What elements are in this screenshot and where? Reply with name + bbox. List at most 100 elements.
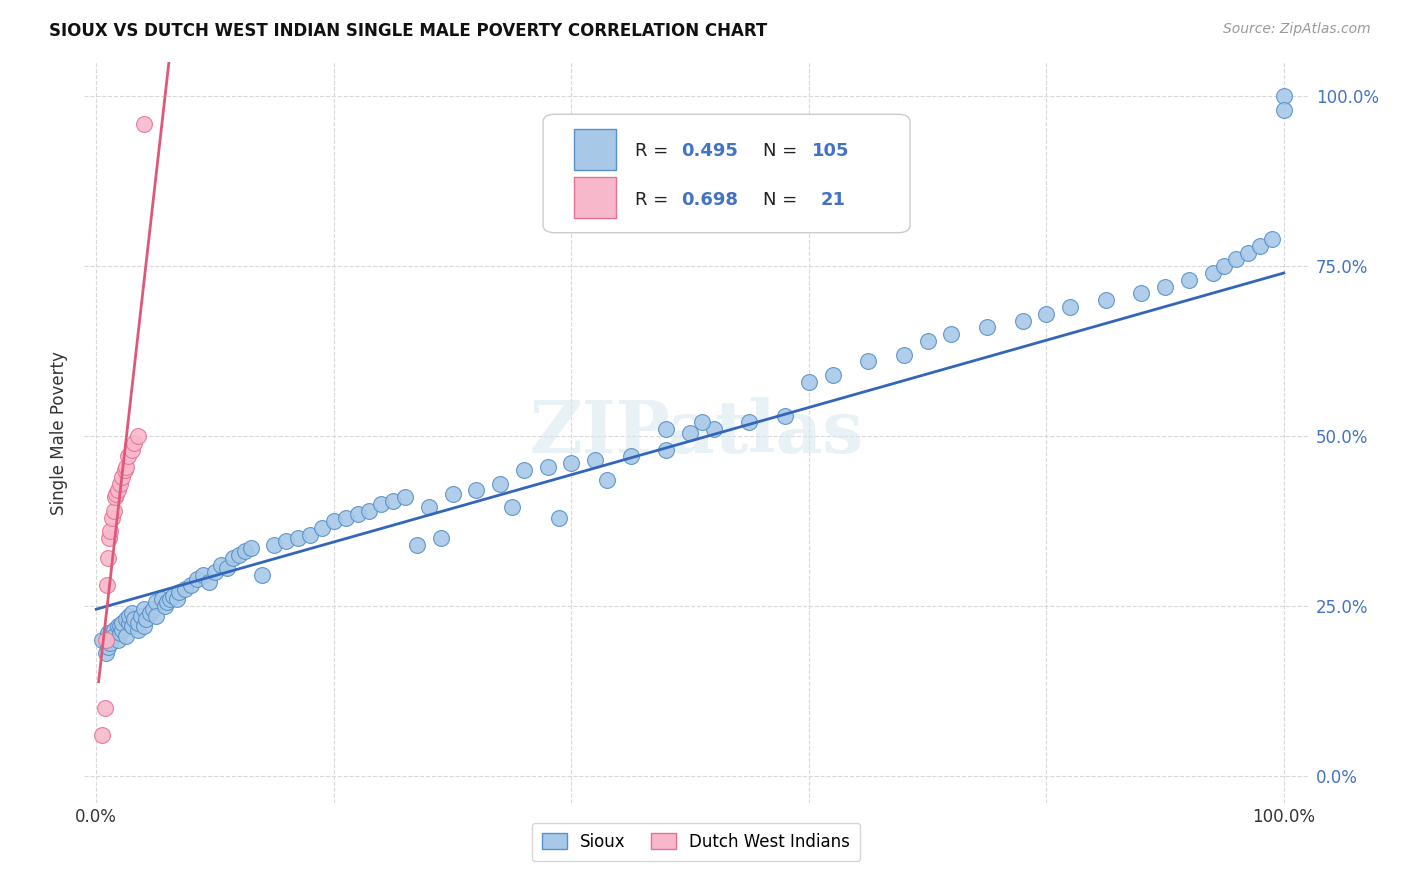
- Point: [917, 334, 939, 348]
- Bar: [574, 129, 616, 169]
- Point: [108, 619, 131, 633]
- Point: [103, 504, 125, 518]
- Text: Source: ZipAtlas.com: Source: ZipAtlas.com: [1223, 22, 1371, 37]
- Point: [1130, 286, 1153, 301]
- Point: [1272, 103, 1295, 117]
- Text: SIOUX VS DUTCH WEST INDIAN SINGLE MALE POVERTY CORRELATION CHART: SIOUX VS DUTCH WEST INDIAN SINGLE MALE P…: [49, 22, 768, 40]
- Point: [276, 534, 298, 549]
- Point: [441, 487, 464, 501]
- Point: [394, 490, 416, 504]
- Point: [359, 504, 381, 518]
- Point: [132, 602, 155, 616]
- Point: [501, 500, 523, 515]
- Point: [287, 531, 309, 545]
- Point: [97, 626, 120, 640]
- Text: 21: 21: [821, 191, 846, 209]
- Point: [114, 463, 136, 477]
- Point: [703, 422, 725, 436]
- Point: [560, 456, 582, 470]
- Text: N =: N =: [763, 142, 803, 160]
- Point: [583, 452, 606, 467]
- Point: [127, 623, 149, 637]
- Point: [135, 612, 157, 626]
- Point: [145, 609, 167, 624]
- Point: [115, 629, 138, 643]
- Point: [169, 585, 191, 599]
- Point: [107, 619, 129, 633]
- Text: N =: N =: [763, 191, 803, 209]
- Point: [121, 606, 143, 620]
- Point: [976, 320, 998, 334]
- Bar: [574, 178, 616, 218]
- Point: [620, 450, 643, 464]
- Point: [655, 442, 678, 457]
- Point: [941, 327, 963, 342]
- Text: 105: 105: [813, 142, 849, 160]
- Point: [174, 582, 197, 596]
- Point: [191, 568, 214, 582]
- Point: [100, 524, 122, 538]
- Point: [655, 422, 678, 436]
- Point: [186, 572, 208, 586]
- Point: [127, 429, 149, 443]
- Point: [111, 469, 134, 483]
- Point: [346, 507, 368, 521]
- Point: [1094, 293, 1116, 308]
- Text: R =: R =: [636, 191, 673, 209]
- Point: [118, 609, 141, 624]
- Point: [166, 592, 188, 607]
- Point: [1249, 239, 1271, 253]
- Point: [107, 632, 129, 647]
- Point: [204, 565, 226, 579]
- Text: ZIPatlas: ZIPatlas: [529, 397, 863, 468]
- Point: [263, 538, 285, 552]
- Point: [536, 459, 558, 474]
- Point: [311, 521, 333, 535]
- Point: [298, 527, 321, 541]
- Point: [322, 514, 344, 528]
- Point: [222, 551, 245, 566]
- Point: [93, 700, 115, 714]
- Point: [513, 463, 536, 477]
- Point: [150, 592, 173, 607]
- Point: [180, 578, 202, 592]
- Point: [679, 425, 702, 440]
- Point: [162, 589, 184, 603]
- Point: [94, 632, 117, 647]
- Point: [159, 592, 181, 607]
- Point: [893, 347, 915, 361]
- Point: [94, 646, 117, 660]
- Point: [1225, 252, 1247, 267]
- Point: [1213, 259, 1236, 273]
- Text: 0.698: 0.698: [682, 191, 738, 209]
- Point: [105, 487, 128, 501]
- Point: [100, 510, 122, 524]
- Text: R =: R =: [636, 142, 673, 160]
- Point: [1059, 300, 1081, 314]
- Point: [690, 416, 713, 430]
- Point: [118, 615, 141, 630]
- Point: [131, 609, 153, 624]
- Point: [111, 615, 134, 630]
- Point: [209, 558, 232, 572]
- Point: [103, 629, 125, 643]
- Point: [1272, 89, 1295, 103]
- Point: [370, 497, 392, 511]
- Point: [1237, 245, 1260, 260]
- Point: [121, 442, 143, 457]
- Point: [104, 490, 127, 504]
- Point: [382, 493, 405, 508]
- Y-axis label: Single Male Poverty: Single Male Poverty: [51, 351, 69, 515]
- Point: [418, 500, 440, 515]
- Point: [121, 619, 143, 633]
- Point: [108, 626, 131, 640]
- Point: [122, 612, 145, 626]
- Point: [1178, 273, 1201, 287]
- Point: [1154, 279, 1177, 293]
- Point: [117, 450, 139, 464]
- Point: [406, 538, 429, 552]
- Point: [215, 561, 238, 575]
- Point: [115, 612, 138, 626]
- Point: [145, 595, 167, 609]
- Point: [97, 551, 120, 566]
